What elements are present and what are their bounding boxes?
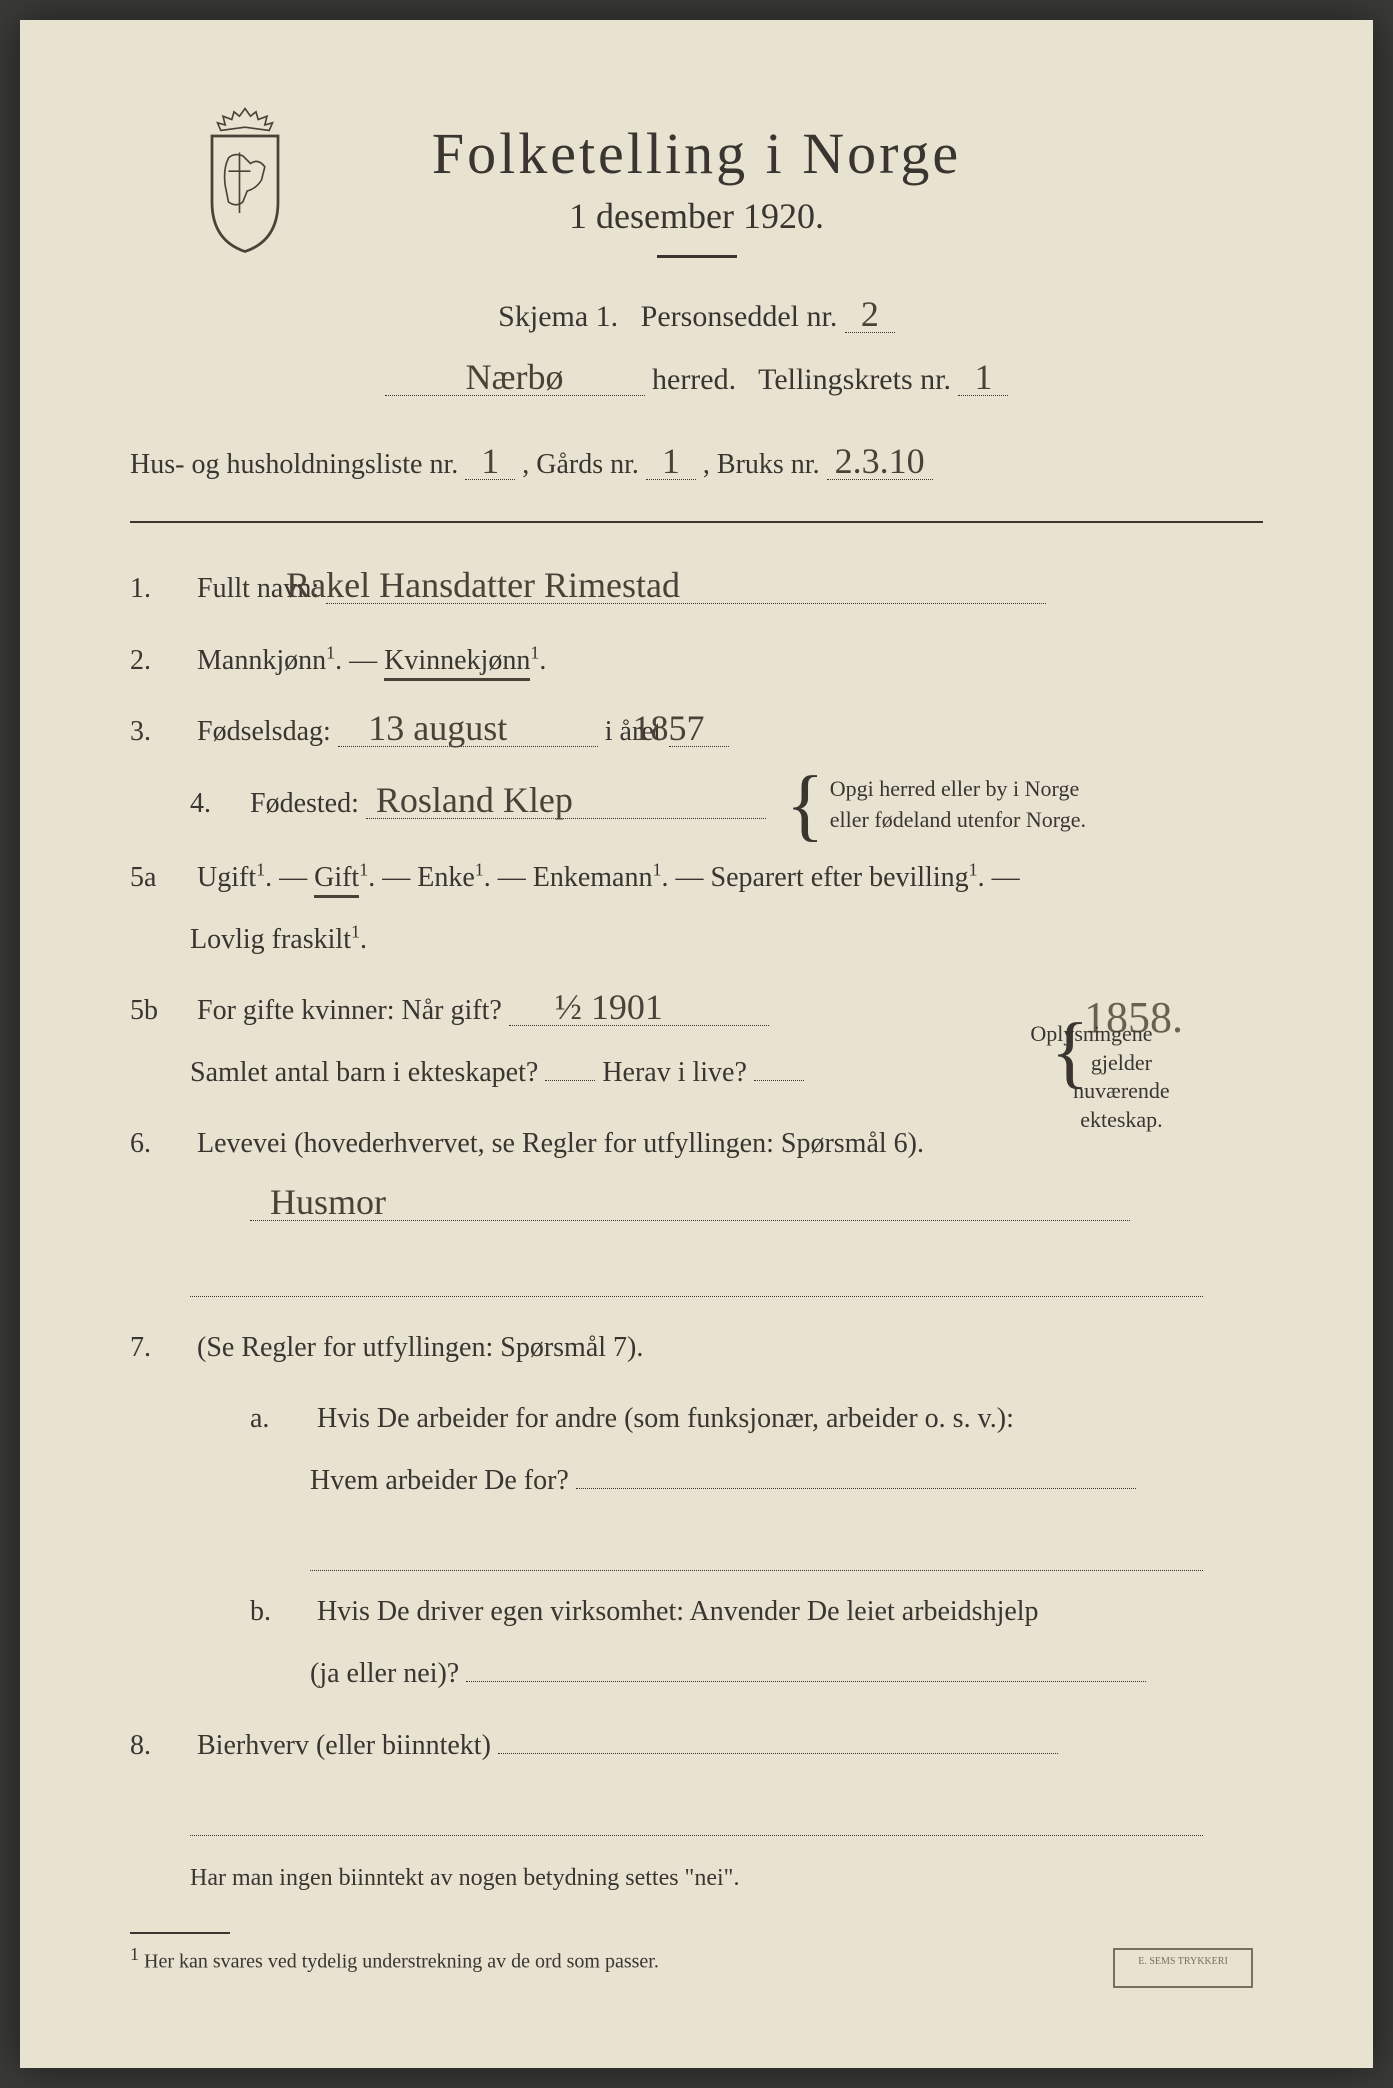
q4-side-note: { Opgi herred eller by i Norge eller fød…: [786, 773, 1086, 837]
q7a-value: [576, 1488, 1136, 1489]
q2-mann: Mannkjønn: [197, 645, 326, 676]
question-7a: a. Hvis De arbeider for andre (som funks…: [190, 1388, 1263, 1511]
q5b-num: 5b: [130, 980, 190, 1042]
q4-value: Rosland Klep: [366, 782, 766, 819]
gards-label: , Gårds nr.: [522, 449, 639, 480]
q5b-note: { Oplysningene gjelder nuværende ekteska…: [1100, 1020, 1203, 1134]
form-header: Folketelling i Norge 1 desember 1920. Sk…: [130, 120, 1263, 408]
question-4: 4. Fødested: Rosland Klep { Opgi herred …: [130, 773, 1263, 837]
husliste-line: Hus- og husholdningsliste nr. 1 , Gårds …: [130, 438, 1263, 491]
tellingskrets-nr: 1: [958, 359, 1008, 396]
question-7b: b. Hvis De driver egen virksomhet: Anven…: [190, 1581, 1263, 1704]
q3-label: Fødselsdag:: [197, 716, 331, 747]
q1-num: 1.: [130, 558, 190, 620]
q7b-value: [466, 1681, 1146, 1682]
husliste-nr: 1: [465, 443, 515, 480]
q5a-gift: Gift: [314, 862, 359, 898]
question-1: 1. Fullt navn: Rakel Hansdatter Rimestad: [130, 558, 1263, 620]
q7-num: 7.: [130, 1317, 190, 1379]
blank-line-6: [190, 1247, 1203, 1297]
q5b-ilive: [754, 1080, 804, 1081]
q3-year: 1857: [669, 710, 729, 747]
census-form-page: Folketelling i Norge 1 desember 1920. Sk…: [20, 20, 1373, 2068]
q5a-num: 5a: [130, 847, 190, 909]
herred-value: Nærbø: [385, 359, 645, 396]
husliste-label: Hus- og husholdningsliste nr.: [130, 449, 458, 480]
personseddel-nr: 2: [845, 296, 895, 333]
footnote-rule: [130, 1932, 230, 1934]
question-7: 7. (Se Regler for utfyllingen: Spørsmål …: [130, 1317, 1263, 1379]
question-5a: 5a Ugift1. — Gift1. — Enke1. — Enkemann1…: [130, 847, 1263, 970]
tellingskrets-label: Tellingskrets nr.: [758, 363, 951, 396]
blank-line-8: [190, 1786, 1203, 1836]
blank-line-7a: [310, 1521, 1203, 1571]
question-8: 8. Bierhverv (eller biinntekt): [130, 1715, 1263, 1777]
herred-label: herred.: [652, 363, 736, 396]
printer-stamp: E. SEMS TRYKKERI: [1113, 1948, 1253, 1988]
norway-coat-of-arms-icon: [190, 100, 300, 260]
q3-num: 3.: [130, 701, 190, 763]
bruks-nr: 2.3.10: [827, 443, 933, 480]
bruks-label: , Bruks nr.: [703, 449, 820, 480]
q4-num: 4.: [190, 773, 250, 835]
question-3: 3. Fødselsdag: 13 august i året 1857: [130, 701, 1263, 763]
personseddel-label: Personseddel nr.: [641, 300, 838, 333]
q5b-naar-gift: ½ 1901: [509, 989, 769, 1026]
q5b-barn: [545, 1080, 595, 1081]
footnote: 1 Her kan svares ved tydelig understrekn…: [130, 1944, 1263, 1974]
q8-note: Har man ingen biinntekt av nogen betydni…: [190, 1856, 1263, 1902]
header-divider: [657, 255, 737, 258]
q8-num: 8.: [130, 1715, 190, 1777]
q1-value: Rakel Hansdatter Rimestad: [326, 567, 1046, 604]
q6-value: Husmor: [250, 1184, 1130, 1221]
skjema-line: Skjema 1. Personseddel nr. 2: [130, 288, 1263, 345]
q2-num: 2.: [130, 630, 190, 692]
q8-value: [498, 1753, 1058, 1754]
question-5b: 1858. 5b For gifte kvinner: Når gift? ½ …: [130, 980, 1263, 1103]
gards-nr: 1: [646, 443, 696, 480]
q2-kvinne: Kvinnekjønn: [384, 645, 530, 681]
q6-num: 6.: [130, 1113, 190, 1175]
question-2: 2. Mannkjønn1. — Kvinnekjønn1.: [130, 630, 1263, 692]
q3-day: 13 august: [338, 710, 598, 747]
section-divider: [130, 521, 1263, 523]
skjema-label: Skjema 1.: [498, 300, 618, 333]
herred-line: Nærbø herred. Tellingskrets nr. 1: [130, 351, 1263, 408]
q4-label: Fødested:: [250, 788, 359, 819]
